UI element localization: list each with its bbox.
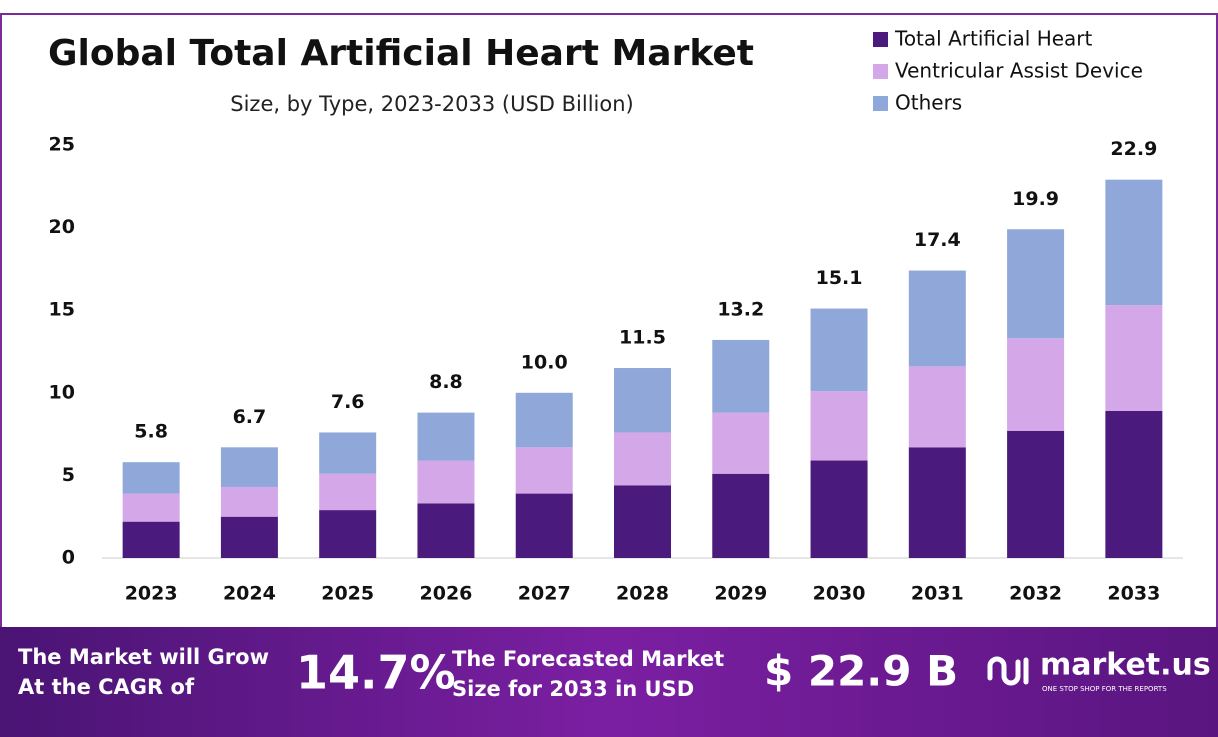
legend-swatch <box>873 96 888 111</box>
total-label: 17.4 <box>914 229 961 251</box>
bar-segment <box>614 485 671 558</box>
bar-segment <box>1105 179 1163 306</box>
bar-segment <box>122 462 180 494</box>
bar-segment <box>1007 229 1065 339</box>
bar-segment <box>712 339 770 413</box>
x-tick-label: 2030 <box>813 583 866 605</box>
total-label: 19.9 <box>1012 188 1059 210</box>
legend-label: Total Artificial Heart <box>894 27 1093 51</box>
bar-segment <box>417 412 475 461</box>
bar-segment <box>614 368 671 433</box>
bar-segment <box>319 510 377 558</box>
bar-segment <box>1105 305 1163 411</box>
brand: market.us <box>1040 648 1211 683</box>
total-label: 5.8 <box>134 421 168 443</box>
x-tick-label: 2024 <box>223 583 276 605</box>
total-label: 11.5 <box>619 327 666 349</box>
x-tick-label: 2025 <box>321 583 374 605</box>
bar-segment <box>908 447 966 558</box>
x-tick-label: 2023 <box>125 583 178 605</box>
bar-segment <box>515 447 573 494</box>
x-tick-label: 2031 <box>911 583 964 605</box>
forecast-value: $ 22.9 B <box>764 647 958 696</box>
bar-segment <box>810 308 868 392</box>
bar-segment <box>417 460 475 504</box>
bar-segment <box>1105 410 1163 558</box>
bar-segment <box>712 473 770 558</box>
forecast-text: The Forecasted Market <box>452 647 724 671</box>
tagline: ONE STOP SHOP FOR THE REPORTS <box>1042 685 1167 693</box>
bar-segment <box>122 493 180 522</box>
chart-title: Global Total Artificial Heart Market <box>48 33 754 74</box>
bar-segment <box>1007 338 1065 431</box>
forecast-text: Size for 2033 in USD <box>452 677 694 701</box>
bar-segment <box>319 473 377 511</box>
cagr-value: 14.7% <box>296 646 456 700</box>
total-label: 22.9 <box>1110 138 1157 160</box>
y-tick-label: 20 <box>49 216 75 238</box>
bar-segment <box>319 432 377 474</box>
cagr-text: At the CAGR of <box>18 675 195 699</box>
x-tick-label: 2032 <box>1009 583 1062 605</box>
legend-swatch <box>873 64 888 79</box>
cagr-text: The Market will Grow <box>18 645 269 669</box>
x-tick-label: 2027 <box>518 583 571 605</box>
y-tick-label: 15 <box>49 299 75 321</box>
x-tick-label: 2029 <box>714 583 767 605</box>
y-tick-label: 5 <box>62 464 75 486</box>
legend-swatch <box>873 32 888 47</box>
y-tick-label: 0 <box>62 547 75 569</box>
total-label: 10.0 <box>521 351 568 373</box>
bar-segment <box>515 392 573 448</box>
bar-segment <box>220 516 278 558</box>
bar-segment <box>1007 430 1065 558</box>
x-tick-label: 2028 <box>616 583 669 605</box>
x-tick-label: 2026 <box>420 583 473 605</box>
total-label: 8.8 <box>429 371 463 393</box>
bar-segment <box>614 432 671 486</box>
brand-logo <box>987 656 1029 686</box>
bar-segment <box>810 391 868 461</box>
bar-segment <box>515 493 573 558</box>
bar-segment <box>220 447 278 487</box>
total-label: 7.6 <box>331 391 365 413</box>
bar-segment <box>908 366 966 448</box>
bar-segment <box>220 486 278 517</box>
bar-segment <box>908 270 966 367</box>
bar-segment <box>417 503 475 558</box>
total-label: 13.2 <box>717 298 764 320</box>
legend-label: Ventricular Assist Device <box>895 59 1143 83</box>
y-tick-label: 25 <box>49 134 75 156</box>
x-tick-label: 2033 <box>1107 583 1160 605</box>
bar-segment <box>122 521 180 558</box>
total-label: 6.7 <box>233 406 267 428</box>
bar-segment <box>810 460 868 558</box>
bar-segment <box>712 412 770 474</box>
legend-label: Others <box>895 91 962 115</box>
chart-subtitle: Size, by Type, 2023-2033 (USD Billion) <box>230 92 633 116</box>
y-tick-label: 10 <box>49 381 75 403</box>
total-label: 15.1 <box>816 267 863 289</box>
